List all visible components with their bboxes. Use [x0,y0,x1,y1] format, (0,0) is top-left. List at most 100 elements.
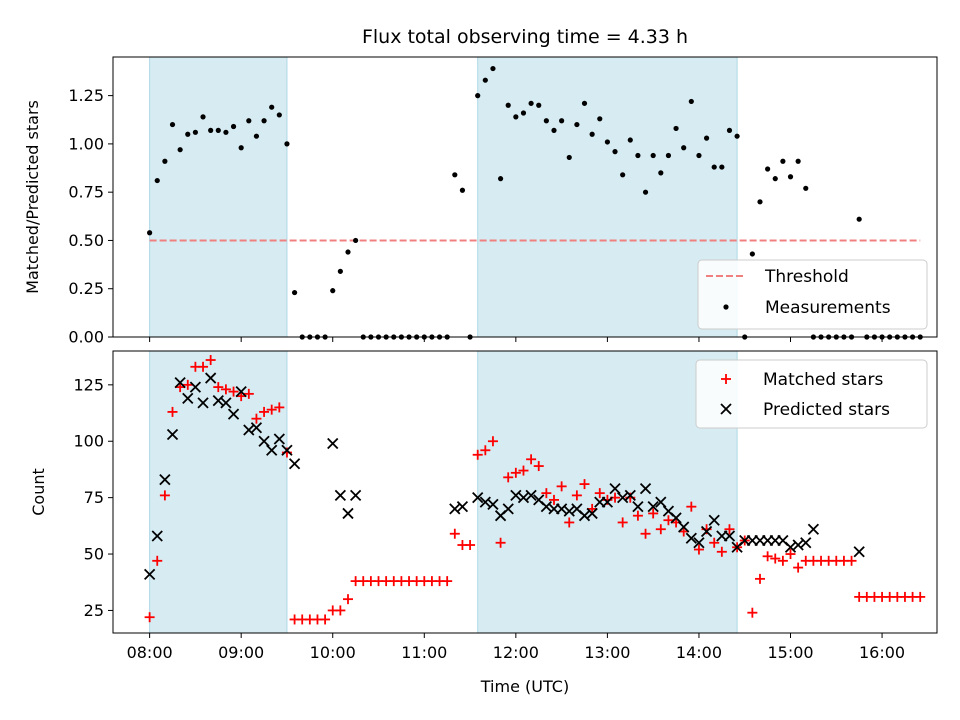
matched-star-point [243,388,254,399]
measurement-point [620,172,626,178]
matched-star-point [663,515,674,526]
count-y-tick-label: 25 [84,601,104,620]
measurement-point [574,121,580,128]
measurement-point [459,187,466,193]
predicted-star-point [540,501,552,513]
ratio-panel: 0.00 0.25 0.50 0.75 1.00 1.25 Flux total obse… [23,26,938,347]
measurement-point [726,127,733,133]
measurement-point [658,170,664,176]
matched-star-point [251,413,262,424]
predicted-star-point [510,489,522,502]
measurement-point [162,158,168,164]
predicted-star-point [624,489,636,502]
matched-star-point [144,612,155,623]
matched-star-point [709,537,720,548]
chart-title: Flux total observing time = 4.33 h [362,26,688,48]
matched-star-point [724,524,735,535]
measurement-point [711,164,717,170]
measurement-point [765,166,771,172]
matched-star-point [518,465,529,476]
time-x-tick-label: 14:00 [676,643,722,662]
matched-star-point [777,555,788,566]
predicted-star-point [182,392,194,405]
matched-star-point [617,517,628,528]
measurement-point [169,121,176,128]
measurement-point [147,230,153,236]
measurement-point [734,133,740,139]
predicted-star-point [288,458,301,470]
measurement-point [330,288,336,294]
matched-star-point [503,472,514,483]
matched-star-point [480,445,491,456]
predicted-star-point [456,501,469,513]
matched-star-point [793,562,804,573]
predicted-star-point [670,512,682,524]
time-x-tick-label: 10:00 [310,643,356,662]
matched-star-point [846,555,857,566]
measurement-point [856,216,862,222]
predicted-star-point [258,435,270,447]
matched-star-point [228,386,239,397]
matched-star-point [594,488,605,499]
predicted-star-point [792,539,804,551]
measurements-legend-swatch [723,304,729,310]
measurement-point [589,131,595,137]
measurement-point [520,110,527,116]
matched-star-point [487,436,498,447]
predicted-star-point [617,492,629,504]
matched-star-point [335,605,346,616]
matched-star-point [152,555,163,566]
measurement-point [475,93,481,99]
count-legend-frame [695,359,928,429]
measurement-point [803,185,809,191]
predicted-star-point [143,568,156,580]
predicted-star-point [693,537,705,549]
ratio-y-tick-label: 0.00 [68,328,104,347]
time-x-axis-label: Time (UTC) [480,677,569,696]
measurement-point [238,145,244,151]
measurements-legend-label: Measurements [765,298,891,318]
predicted-star-point [159,473,171,486]
measurement-point [780,158,786,164]
matched-star-point [648,508,659,519]
matched-star-point [259,406,270,417]
measurement-point [200,114,206,120]
predicted-star-point [639,482,652,495]
count-y-tick-label: 75 [84,488,104,507]
measurement-point [353,237,359,244]
time-x-tick-label: 13:00 [584,643,630,662]
predicted-star-point [235,385,247,398]
measurement-point [291,289,298,296]
matched-star-point [266,404,277,415]
predicted-star-point [227,408,240,420]
measurement-point [719,164,725,170]
measurement-point [749,251,755,257]
measurement-point [154,177,160,184]
matched-star-point [449,528,460,539]
matched-star-point [510,467,521,478]
matched-star-point [754,573,765,584]
measurement-point [177,147,183,153]
ratio-y-tick-label: 0.75 [68,183,104,202]
matched-star-point [785,549,796,560]
matched-star-point [213,382,224,393]
count-y-tick-label: 100 [73,432,104,451]
predicted-star-point [166,428,179,441]
ratio-y-axis-label: Matched/Predicted stars [23,100,42,294]
ratio-observing-interval [149,56,288,338]
count-y-tick-label: 125 [73,375,104,394]
time-x-tick-label: 11:00 [401,643,447,662]
count-panel: 25 50 75 100 125 08:00 09:00 10:00 11:00 12:00 13… [29,350,938,696]
predicted-star-point [578,510,591,522]
measurement-point [612,149,618,155]
predicted-star-point [708,514,720,526]
predicted-star-point [205,372,217,384]
predicted-star-point [800,537,812,549]
ratio-y-tick-label: 0.50 [68,231,104,250]
matched-star-point [564,517,575,528]
predicted-star-point [327,437,339,450]
matched-star-point [770,553,781,564]
measurement-point [208,127,214,133]
ratio-y-tick-label: 0.25 [68,279,104,298]
